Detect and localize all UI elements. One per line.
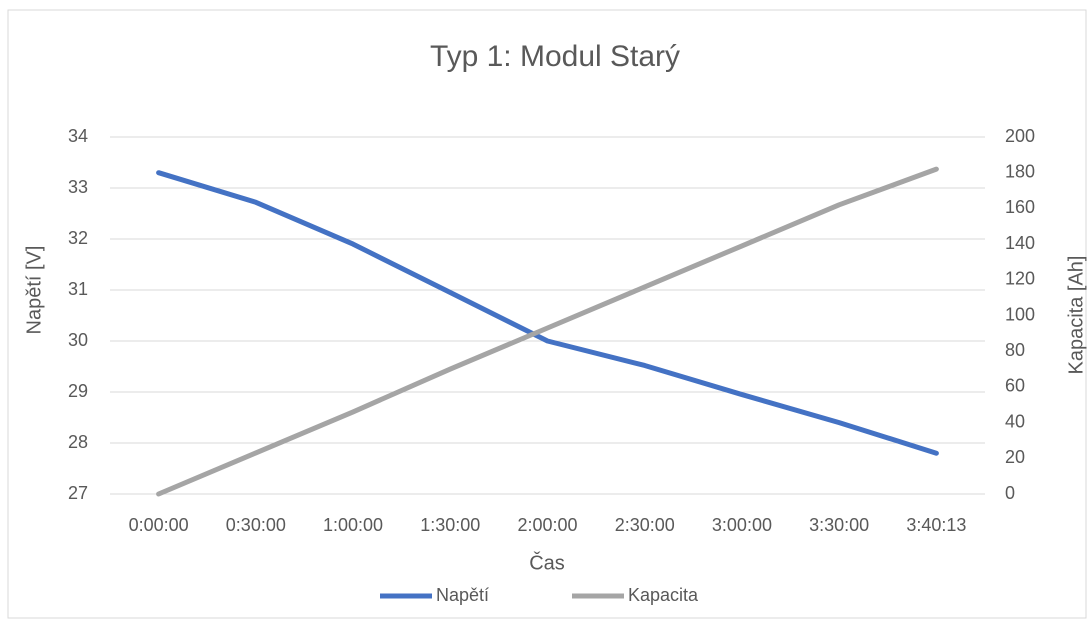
y-tick-label: 27 xyxy=(68,483,88,503)
x-tick-label: 1:00:00 xyxy=(323,515,383,535)
x-tick-label: 2:00:00 xyxy=(517,515,577,535)
y-tick-label: 32 xyxy=(68,228,88,248)
chart-frame xyxy=(7,9,1087,619)
y2-tick-label: 120 xyxy=(1005,269,1035,289)
chart-title: Typ 1: Modul Starý xyxy=(430,40,680,73)
y2-tick-label: 20 xyxy=(1005,447,1025,467)
x-tick-label: 3:30:00 xyxy=(809,515,869,535)
y2-tick-label: 100 xyxy=(1005,304,1035,324)
y2-tick-label: 60 xyxy=(1005,376,1025,396)
x-tick-label: 2:30:00 xyxy=(615,515,675,535)
y-tick-label: 33 xyxy=(68,177,88,197)
y-tick-label: 28 xyxy=(68,432,88,452)
y2-tick-label: 180 xyxy=(1005,161,1035,181)
x-tick-label: 1:30:00 xyxy=(420,515,480,535)
x-tick-label: 3:00:00 xyxy=(712,515,772,535)
series-line xyxy=(156,166,939,497)
y2-axis-label: Kapacita [Ah] xyxy=(1065,256,1087,375)
y2-tick-label: 0 xyxy=(1005,483,1015,503)
y2-tick-label: 140 xyxy=(1005,233,1035,253)
y2-tick-label: 40 xyxy=(1005,411,1025,431)
y2-tick-label: 160 xyxy=(1005,197,1035,217)
x-tick-label: 0:00:00 xyxy=(129,515,189,535)
series-line xyxy=(156,170,939,456)
x-axis-label: Čas xyxy=(529,551,565,574)
y-tick-label: 34 xyxy=(68,126,88,146)
y-tick-label: 31 xyxy=(68,279,88,299)
y2-tick-label: 200 xyxy=(1005,126,1035,146)
x-tick-label: 3:40:13 xyxy=(906,515,966,535)
y-tick-label: 29 xyxy=(68,381,88,401)
y2-tick-label: 80 xyxy=(1005,340,1025,360)
x-tick-label: 0:30:00 xyxy=(226,515,286,535)
legend-label: Napětí xyxy=(436,585,489,605)
legend-label: Kapacita xyxy=(628,585,699,605)
y-tick-label: 30 xyxy=(68,330,88,350)
y-axis-label: Napětí [V] xyxy=(23,246,45,335)
